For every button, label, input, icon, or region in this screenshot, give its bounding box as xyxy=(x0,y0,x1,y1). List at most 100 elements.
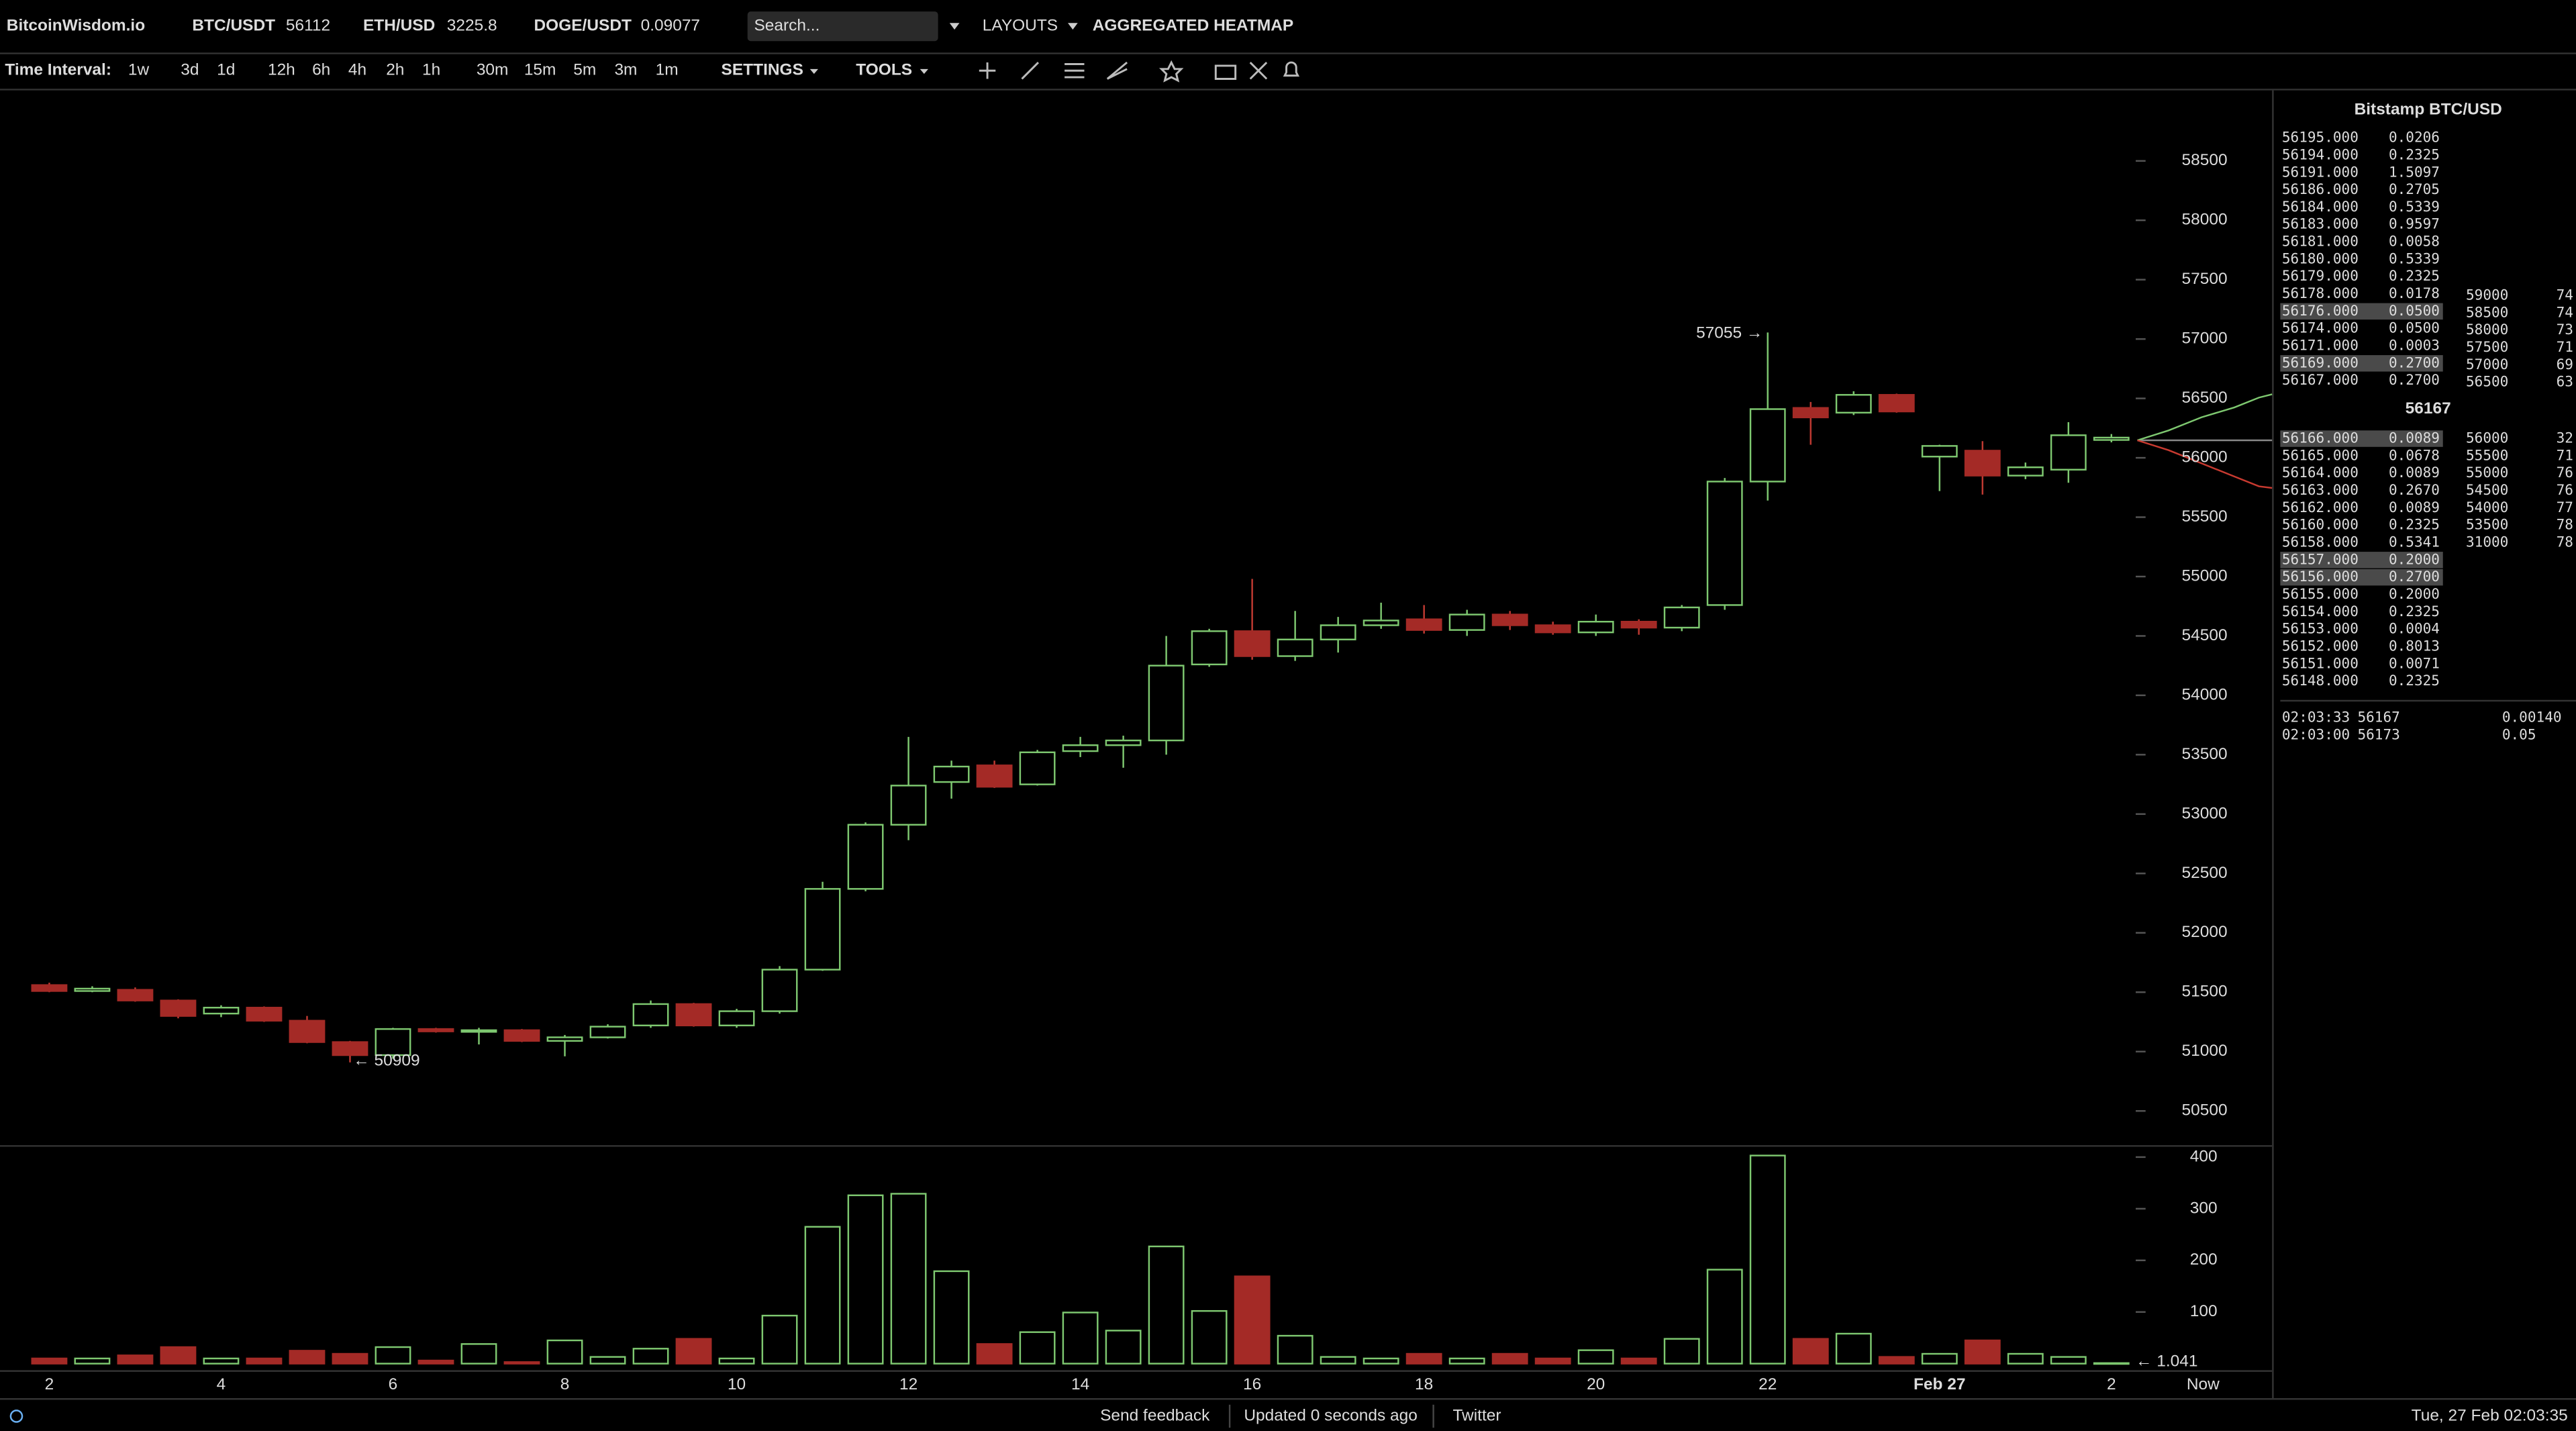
volume-bar xyxy=(1448,1357,1485,1365)
x-tick-label: 6 xyxy=(389,1375,398,1393)
x-tick-label: 10 xyxy=(728,1375,746,1393)
interval-button[interactable]: 1h xyxy=(422,61,440,79)
interval-button[interactable]: 1m xyxy=(656,61,679,79)
y-tick-label: 57500 xyxy=(2182,270,2228,288)
tool-icon[interactable] xyxy=(1283,61,1300,77)
candle-body xyxy=(1363,620,1399,626)
interval-button[interactable]: 5m xyxy=(573,61,596,79)
order-price: 56164.000 xyxy=(2282,464,2359,481)
y-tick-label: 58000 xyxy=(2182,211,2228,229)
heat-level-size: 69 xyxy=(2557,356,2573,373)
interval-button[interactable]: 4h xyxy=(348,61,366,79)
ticker-pair[interactable]: ETH/USD xyxy=(363,17,435,35)
interval-button[interactable]: 1w xyxy=(128,61,150,79)
interval-button[interactable]: 6h xyxy=(312,61,330,79)
interval-label: Time Interval: xyxy=(5,61,111,79)
trade-time: 02:03:33 xyxy=(2282,709,2350,726)
settings-button[interactable]: SETTINGS xyxy=(722,61,803,79)
order-price: 56181.000 xyxy=(2282,233,2359,250)
interval-button[interactable]: 30m xyxy=(477,61,509,79)
tool-icon[interactable] xyxy=(1021,61,1039,80)
interval-button[interactable]: 1d xyxy=(217,61,235,79)
interval-button[interactable]: 3d xyxy=(181,61,199,79)
interval-button[interactable]: 12h xyxy=(268,61,295,79)
heatmap-link[interactable]: AGGREGATED HEATMAP xyxy=(1093,17,1294,35)
dropdown-arrow xyxy=(1068,23,1078,30)
tools-button[interactable]: TOOLS xyxy=(856,61,912,79)
order-amount: 0.9597 xyxy=(2389,215,2440,232)
heat-level-size: 71 xyxy=(2557,338,2573,355)
tool-icon[interactable] xyxy=(1214,64,1237,80)
tool-icon[interactable] xyxy=(979,62,996,79)
search-placeholder[interactable]: Search... xyxy=(754,17,820,35)
x-tick-label: 18 xyxy=(1415,1375,1433,1393)
volume-bar xyxy=(1491,1352,1528,1365)
x-tick-label: 20 xyxy=(1587,1375,1605,1393)
ask-depth xyxy=(2137,439,2273,489)
volume-bar xyxy=(246,1357,283,1365)
candle-body xyxy=(375,1028,411,1056)
volume-bar xyxy=(1019,1331,1056,1365)
volume-bar xyxy=(160,1346,197,1365)
tool-icon[interactable] xyxy=(1249,61,1268,80)
volume-bar xyxy=(1878,1356,1915,1365)
volume-bar xyxy=(1921,1352,1958,1365)
heat-level-size: 74 xyxy=(2557,303,2573,320)
feedback-link[interactable]: Send feedback xyxy=(1100,1406,1210,1424)
trade-amount: 0.00140 xyxy=(2502,709,2562,726)
candle-body xyxy=(1405,618,1442,631)
candle-body xyxy=(1577,620,1614,634)
y-tick-label: 55500 xyxy=(2182,507,2228,526)
layouts-button[interactable]: LAYOUTS xyxy=(983,17,1058,35)
heat-level-price: 57500 xyxy=(2466,338,2508,355)
heat-level-price: 53500 xyxy=(2466,516,2508,533)
volume-bar xyxy=(675,1338,712,1365)
candle-body xyxy=(1706,481,1743,606)
twitter-link[interactable]: Twitter xyxy=(1452,1406,1501,1424)
volume-bar xyxy=(375,1346,411,1365)
ticker-pair[interactable]: DOGE/USDT xyxy=(534,17,632,35)
ticker-pair[interactable]: BTC/USDT xyxy=(192,17,275,35)
interval-button[interactable]: 15m xyxy=(524,61,556,79)
volume-bar xyxy=(74,1357,111,1365)
dropdown-arrow xyxy=(809,68,818,75)
interval-button[interactable]: 3m xyxy=(614,61,637,79)
volume-bar xyxy=(1964,1339,2001,1365)
candle-body xyxy=(675,1003,712,1027)
order-price: 56158.000 xyxy=(2282,534,2359,550)
order-amount: 0.0004 xyxy=(2389,620,2440,637)
tool-icon[interactable] xyxy=(1106,61,1128,80)
order-price: 56180.000 xyxy=(2282,250,2359,266)
order-amount: 0.0089 xyxy=(2389,430,2440,446)
volume-bar xyxy=(1835,1332,1872,1365)
order-amount: 0.2700 xyxy=(2389,354,2440,371)
order-price: 56162.000 xyxy=(2282,499,2359,515)
volume-bar xyxy=(890,1193,927,1365)
tool-icon[interactable] xyxy=(1158,60,1184,83)
heat-level-size: 32 xyxy=(2557,430,2573,446)
y-tick-label: 51000 xyxy=(2182,1042,2228,1060)
candle-body xyxy=(1964,450,2001,477)
candle-body xyxy=(1320,624,1356,640)
volume-bar xyxy=(1749,1154,1786,1365)
search-box[interactable] xyxy=(747,11,938,42)
x-tick-label: 12 xyxy=(899,1375,918,1393)
order-amount: 0.0178 xyxy=(2389,285,2440,301)
heat-level-price: 56500 xyxy=(2466,373,2508,390)
volume-tick-label: 200 xyxy=(2190,1250,2218,1269)
dropdown-arrow xyxy=(949,23,960,30)
interval-button[interactable]: 2h xyxy=(386,61,404,79)
candle-body xyxy=(890,785,927,826)
volume-bar xyxy=(976,1343,1013,1365)
volume-tick-label: 300 xyxy=(2190,1199,2218,1217)
volume-bar xyxy=(203,1357,240,1365)
heat-level-size: 71 xyxy=(2557,446,2573,463)
order-amount: 0.5341 xyxy=(2389,534,2440,550)
order-price: 56148.000 xyxy=(2282,672,2359,689)
brand[interactable]: BitcoinWisdom.io xyxy=(7,17,145,35)
order-price: 56184.000 xyxy=(2282,198,2359,215)
order-amount: 0.2000 xyxy=(2389,550,2440,567)
volume-bar xyxy=(1534,1357,1571,1365)
candle-body xyxy=(1835,394,1872,414)
tool-icon[interactable] xyxy=(1064,63,1085,79)
